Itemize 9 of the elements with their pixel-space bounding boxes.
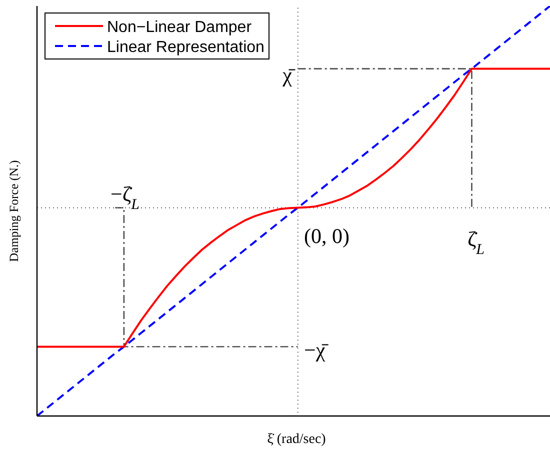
annotation: χ̄ [282, 63, 296, 87]
legend-label: Non−Linear Damper [107, 19, 252, 36]
x-axis-title: ξ̇ (rad/sec) [267, 432, 326, 447]
annotation: ζ̇$_{L}$ [467, 227, 485, 258]
y-axis-title: Damping Force (N.) [7, 160, 21, 262]
annotation: −ζ̇$_{L}$ [110, 182, 140, 213]
annotation: (0, 0) [304, 224, 350, 248]
legend-label: Linear Representation [107, 39, 264, 56]
annotation: −χ̄ [304, 338, 330, 362]
